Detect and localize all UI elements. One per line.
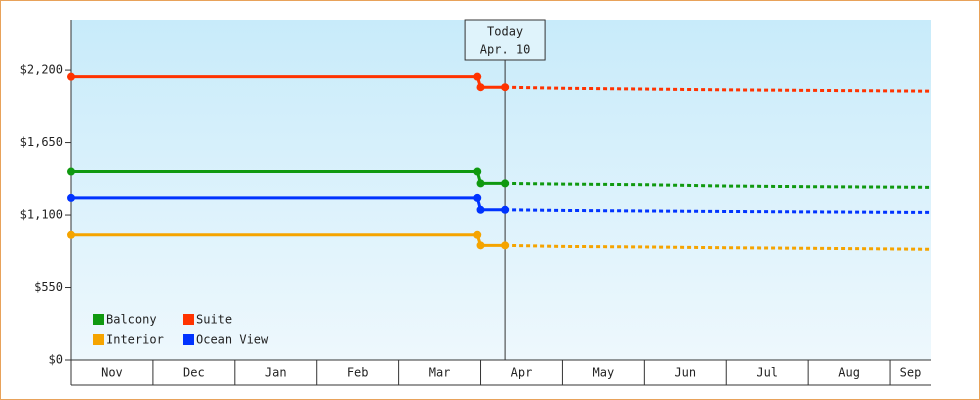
forecast-line (505, 243, 932, 251)
x-tick-label: Mar (429, 366, 451, 380)
x-tick-label: Feb (347, 366, 369, 380)
legend-swatch (183, 334, 194, 345)
legend-label: Balcony (106, 313, 157, 327)
x-tick-label: Nov (101, 366, 123, 380)
today-label: Today (487, 25, 523, 39)
point (501, 83, 510, 92)
today-box (464, 19, 546, 61)
y-tick-label: $2,200 (20, 63, 63, 77)
y-tick-label: $0 (49, 353, 63, 367)
point (473, 230, 482, 239)
today-date: Apr. 10 (480, 43, 531, 57)
point (473, 167, 482, 176)
forecast-line (505, 181, 932, 189)
forecast-line (505, 85, 932, 93)
point (476, 241, 485, 250)
series-line (71, 75, 506, 89)
x-tick-label: Aug (838, 366, 860, 380)
x-tick-label: Dec (183, 366, 205, 380)
x-tick-label: Jun (674, 366, 696, 380)
y-tick-label: $550 (34, 280, 63, 294)
x-tick-label: Apr (511, 366, 533, 380)
series-line (71, 196, 506, 212)
series-line (71, 170, 506, 185)
point (473, 72, 482, 81)
x-tick-label: Jul (756, 366, 778, 380)
point (476, 83, 485, 92)
x-tick-label: Jan (265, 366, 287, 380)
legend-swatch (183, 314, 194, 325)
y-tick-label: $1,100 (20, 208, 63, 222)
point (501, 205, 510, 214)
point (67, 72, 75, 81)
x-tick-label: Sep (900, 366, 922, 380)
x-tick-label: May (593, 366, 615, 380)
y-tick-label: $1,650 (20, 135, 63, 149)
series-line (71, 233, 506, 247)
legend-swatch (93, 334, 104, 345)
legend-label: Suite (196, 313, 232, 327)
point (67, 167, 75, 176)
point (501, 179, 510, 188)
point (476, 179, 485, 188)
plot-area (71, 20, 931, 360)
point (473, 193, 482, 202)
legend-label: Interior (106, 333, 164, 347)
point (67, 193, 75, 202)
legend-label: Ocean View (196, 333, 269, 347)
point (67, 230, 75, 239)
point (501, 241, 510, 250)
forecast-line (505, 208, 932, 214)
x-axis-strip (71, 360, 931, 385)
legend-swatch (93, 314, 104, 325)
point (476, 205, 485, 214)
